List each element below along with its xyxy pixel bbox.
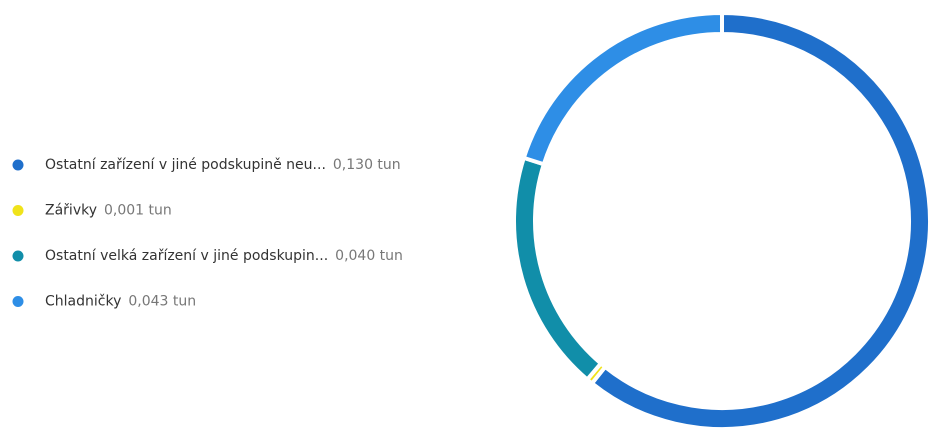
legend-value: 0,043 tun: [128, 294, 196, 310]
legend-marker: [12, 205, 24, 216]
legend-value: 0,040 tun: [335, 248, 403, 264]
legend-label: Ostatní zařízení v jiné podskupině neu..…: [45, 157, 326, 173]
legend-label: Zářivky: [45, 203, 97, 219]
donut-segment: [512, 155, 604, 383]
legend-value: 0,001 tun: [104, 203, 172, 219]
donut-segment: [589, 10, 929, 431]
legend-marker: [12, 250, 24, 262]
legend-entry: Ostatní velká zařízení v jiné podskupin.…: [45, 248, 403, 264]
legend-label: Chladničky: [45, 294, 121, 310]
legend-marker: [12, 159, 24, 171]
donut-segment: [521, 10, 724, 167]
legend-entry: Zářivky 0,001 tun: [45, 203, 172, 219]
legend-label: Ostatní velká zařízení v jiné podskupin.…: [45, 248, 328, 264]
legend-entry: Ostatní zařízení v jiné podskupině neu..…: [45, 157, 401, 173]
legend-value: 0,130 tun: [333, 157, 401, 173]
legend-entry: Chladničky 0,043 tun: [45, 294, 196, 310]
legend-marker: [12, 296, 24, 307]
